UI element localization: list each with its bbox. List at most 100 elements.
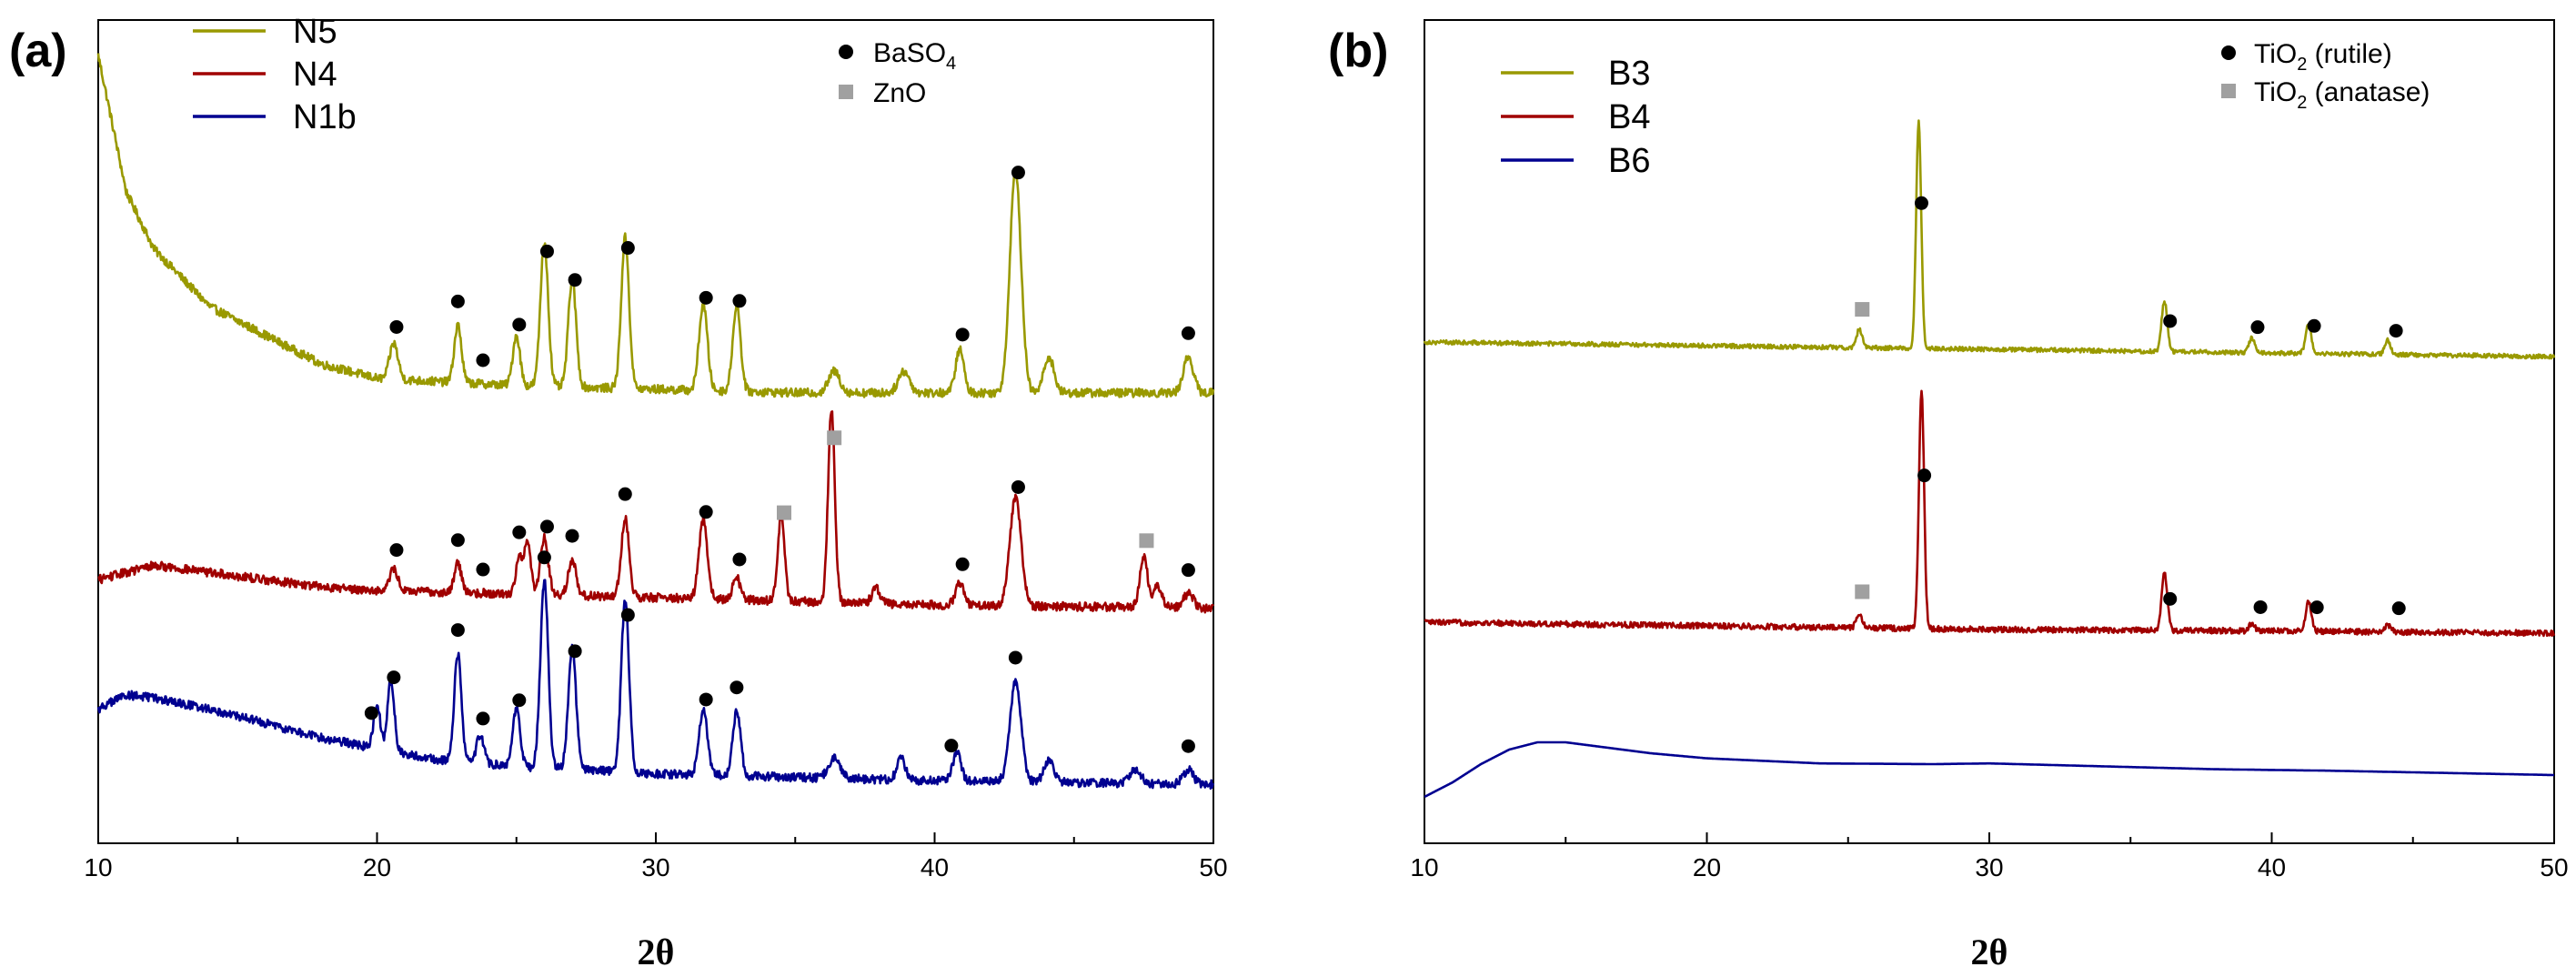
panel-a-n1b-circle-marker	[620, 608, 635, 622]
panel-a-n5-circle-marker	[699, 290, 713, 305]
panel-a-series-group	[96, 53, 1215, 791]
panel-a-n4-circle-marker	[732, 552, 747, 567]
panel-a-x-tick-label: 40	[921, 853, 949, 881]
panel-b-b3-circle-marker	[2163, 314, 2178, 328]
panel-a-n4-circle-marker	[565, 529, 579, 543]
panel-b-markers-group	[1855, 196, 2406, 616]
legend-label-b6: B6	[1608, 142, 1650, 180]
panel-a-x-tick-label: 20	[363, 853, 391, 881]
panel-b-b4-circle-marker	[2309, 600, 2324, 615]
panel-b-series-b6-line	[1424, 740, 2555, 799]
panel-a-n1b-circle-marker	[1008, 650, 1022, 665]
panel-a-n1b-circle-marker	[364, 706, 378, 720]
panel-a-n1b-circle-marker	[537, 550, 551, 565]
panel-a-marker-legend: BaSO4 ZnO	[839, 38, 956, 108]
panel-b-b4-circle-marker	[2163, 591, 2178, 606]
panel-a-n4-circle-marker	[1181, 563, 1195, 578]
marker-legend-circle-symbol	[839, 45, 853, 59]
panel-b-series-b4-line	[1424, 389, 2556, 638]
panel-a-n4-square-marker	[776, 505, 791, 520]
panel-b-legend: B3 B4 B6	[1501, 55, 1650, 180]
panel-a-x-axis-title: 2θ	[638, 932, 675, 972]
legend-label-n1b: N1b	[293, 98, 357, 136]
panel-a-n4-circle-marker	[955, 557, 970, 571]
panel-a-n5-circle-marker	[450, 294, 465, 308]
panel-b-x-tick-label: 40	[2258, 853, 2286, 881]
panel-a-frame	[97, 19, 1214, 844]
panel-a-n1b-circle-marker	[387, 670, 401, 685]
panel-b-b3-square-marker	[1855, 302, 1870, 317]
panel-b-x-tick-label: 10	[1410, 853, 1438, 881]
panel-b-b3-circle-marker	[2389, 324, 2403, 338]
marker-legend-square-symbol	[839, 85, 853, 99]
panel-a-n1b-circle-marker	[450, 623, 465, 638]
legend-label-b4: B4	[1608, 98, 1650, 136]
panel-a-n1b-circle-marker	[476, 711, 490, 726]
panel-b-b3-circle-marker	[1914, 196, 1928, 210]
marker-legend-circle-symbol	[2221, 45, 2236, 60]
legend-label-b3: B3	[1608, 55, 1650, 93]
panel-a-n5-circle-marker	[1181, 326, 1195, 340]
panel-a-n5-circle-marker	[620, 241, 635, 256]
panel-b-marker-legend: TiO2 (rutile)TiO2 (anatase)	[2221, 39, 2430, 113]
panel-a-n1b-circle-marker	[730, 680, 744, 695]
panel-a-n1b-circle-marker	[699, 692, 713, 707]
panel-a-n5-circle-marker	[568, 273, 582, 287]
panel-a-n4-circle-marker	[1011, 479, 1025, 494]
panel-a-n4-circle-marker	[512, 525, 527, 539]
panel-a-n5-circle-marker	[389, 319, 404, 334]
panel-a-n1b-circle-marker	[568, 644, 582, 659]
panel-b-b3-circle-marker	[2250, 320, 2265, 335]
panel-b-series-group	[1423, 119, 2556, 799]
panel-a-n4-square-marker	[827, 430, 842, 446]
panel-a-n4-circle-marker	[450, 533, 465, 548]
panel-a-n5-circle-marker	[732, 294, 747, 308]
panel-b-b4-circle-marker	[2253, 599, 2268, 614]
panel-a-legend: N5 N4 N1b	[193, 13, 357, 136]
panel-a-n5-circle-marker	[1011, 166, 1025, 180]
panel-a-n5-circle-marker	[539, 244, 554, 258]
panel-b-letter: (b)	[1328, 25, 1388, 77]
panel-a-n5-circle-marker	[955, 327, 970, 342]
panel-a-markers-group	[364, 166, 1195, 753]
panel-b: (b) 2θ B3 B4 B6 TiO2 (rutile)TiO2 (anatase…	[1328, 19, 2569, 972]
panel-b-b3-circle-marker	[2307, 318, 2321, 333]
panel-b-b4-circle-marker	[1917, 468, 1932, 483]
legend-label-n4: N4	[293, 55, 337, 94]
panel-b-x-ticks: 10 20 30 40 50	[1410, 832, 2569, 881]
panel-a-letter: (a)	[9, 25, 67, 77]
panel-a-x-ticks: 10 20 30 40 50	[84, 832, 1228, 881]
marker-legend-square-symbol	[2221, 84, 2236, 98]
panel-b-b4-circle-marker	[2391, 601, 2406, 616]
legend-label-n5: N5	[293, 13, 337, 51]
panel-b-x-tick-label: 30	[1975, 853, 2003, 881]
panel-b-x-tick-label: 50	[2540, 853, 2568, 881]
panel-a-series-n5-line	[96, 53, 1215, 398]
panel-a-n4-circle-marker	[539, 519, 554, 534]
panel-a-n4-circle-marker	[618, 487, 632, 501]
marker-legend-circle-label: TiO2 (rutile)	[2254, 39, 2392, 75]
panel-a-n1b-circle-marker	[1181, 739, 1195, 753]
panel-a-x-tick-label: 50	[1199, 853, 1227, 881]
marker-legend-square-label: ZnO	[873, 78, 926, 108]
marker-legend-square-label: TiO2 (anatase)	[2254, 77, 2430, 113]
panel-a-n1b-circle-marker	[512, 693, 527, 708]
panel-a-series-n1b-line	[96, 579, 1215, 791]
panel-a-n4-circle-marker	[389, 543, 404, 558]
panel-a-n5-circle-marker	[512, 317, 527, 332]
panel-b-series-b3-line	[1423, 119, 2556, 360]
panel-b-x-axis-title: 2θ	[1971, 932, 2008, 972]
panel-a-n4-circle-marker	[476, 562, 490, 577]
panel-a-n4-circle-marker	[699, 505, 713, 519]
panel-a-x-tick-label: 10	[84, 853, 112, 881]
panel-b-frame	[1424, 19, 2555, 844]
marker-legend-circle-label: BaSO4	[873, 38, 956, 74]
panel-a-n4-square-marker	[1139, 533, 1154, 549]
panel-a: (a) 2θ N5 N4 N1b BaSO4 ZnO 10 20 30 40 50	[9, 13, 1228, 972]
panel-b-b4-square-marker	[1855, 584, 1870, 599]
panel-b-x-tick-label: 20	[1693, 853, 1721, 881]
panel-a-n1b-circle-marker	[944, 739, 959, 753]
panel-a-series-n4-line	[97, 410, 1215, 614]
panel-a-n5-circle-marker	[476, 353, 490, 368]
